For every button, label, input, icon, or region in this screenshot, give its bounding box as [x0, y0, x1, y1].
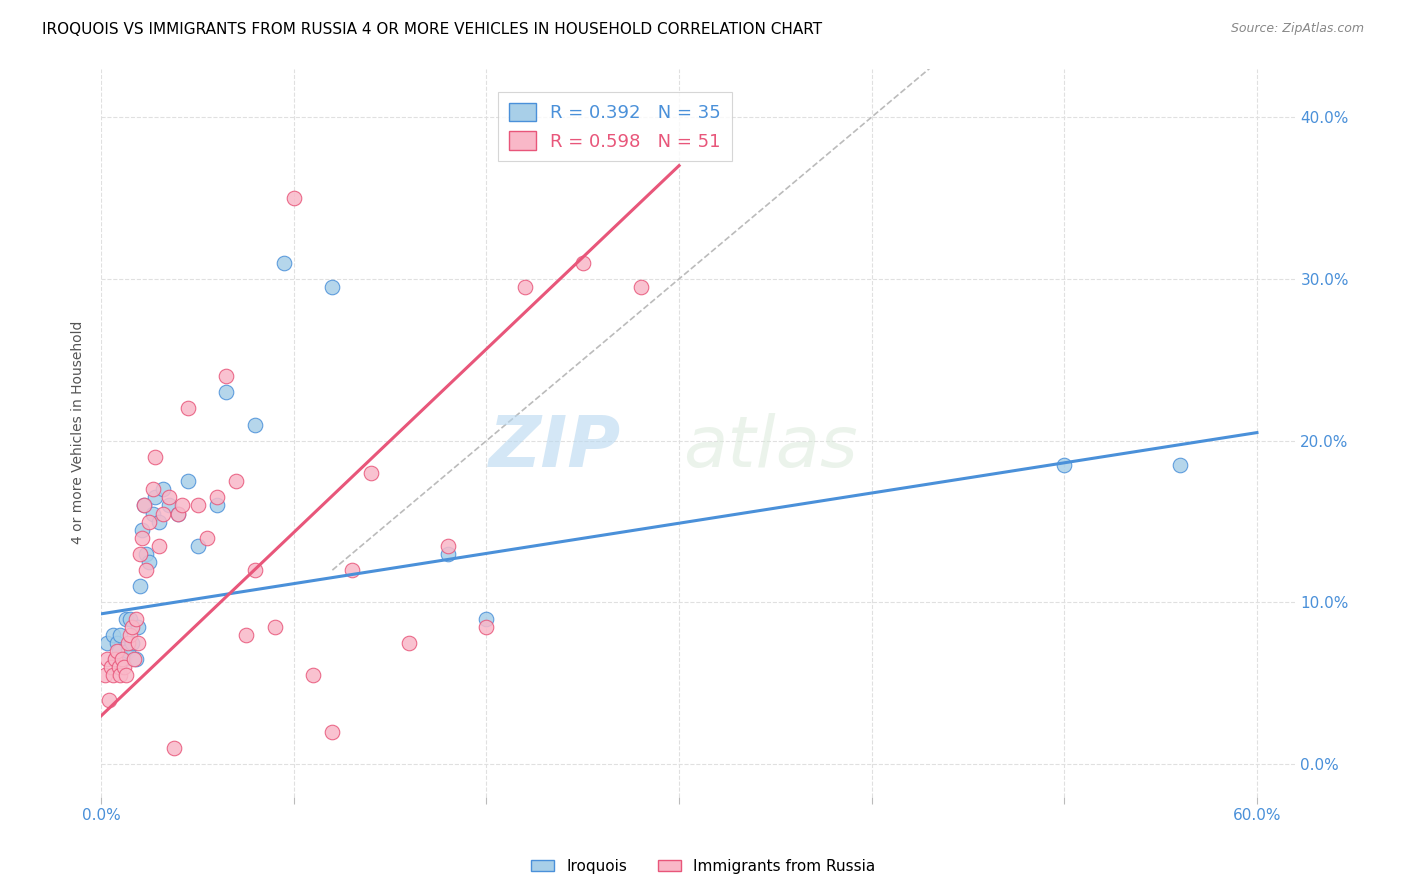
Point	[152, 507, 174, 521]
Point	[321, 725, 343, 739]
Point	[340, 563, 363, 577]
Point	[263, 620, 285, 634]
Point	[215, 385, 238, 400]
Point	[132, 499, 155, 513]
Point	[142, 482, 165, 496]
Point	[172, 499, 194, 513]
Point	[398, 636, 420, 650]
Point	[138, 555, 160, 569]
Point	[630, 280, 652, 294]
Point	[163, 741, 186, 756]
Point	[131, 531, 153, 545]
Point	[128, 547, 150, 561]
Point	[112, 660, 135, 674]
Point	[122, 652, 145, 666]
Point	[117, 636, 139, 650]
Point	[97, 692, 120, 706]
Point	[195, 531, 218, 545]
Text: IROQUOIS VS IMMIGRANTS FROM RUSSIA 4 OR MORE VEHICLES IN HOUSEHOLD CORRELATION C: IROQUOIS VS IMMIGRANTS FROM RUSSIA 4 OR …	[42, 22, 823, 37]
Point	[105, 644, 128, 658]
Point	[127, 636, 149, 650]
Y-axis label: 4 or more Vehicles in Household: 4 or more Vehicles in Household	[72, 321, 86, 544]
Point	[148, 539, 170, 553]
Point	[245, 563, 267, 577]
Point	[186, 499, 208, 513]
Point	[94, 668, 117, 682]
Point	[360, 466, 382, 480]
Point	[112, 652, 135, 666]
Point	[105, 636, 128, 650]
Point	[100, 660, 122, 674]
Point	[101, 628, 124, 642]
Point	[167, 507, 190, 521]
Point	[143, 450, 166, 464]
Point	[205, 499, 228, 513]
Point	[148, 515, 170, 529]
Text: Source: ZipAtlas.com: Source: ZipAtlas.com	[1230, 22, 1364, 36]
Point	[1168, 458, 1191, 472]
Point	[177, 474, 200, 488]
Point	[302, 668, 325, 682]
Point	[321, 280, 343, 294]
Text: ZIP: ZIP	[488, 413, 620, 482]
Point	[143, 491, 166, 505]
Point	[127, 620, 149, 634]
Point	[104, 652, 127, 666]
Point	[131, 523, 153, 537]
Point	[110, 668, 132, 682]
Point	[125, 652, 148, 666]
Point	[1053, 458, 1076, 472]
Legend: R = 0.392   N = 35, R = 0.598   N = 51: R = 0.392 N = 35, R = 0.598 N = 51	[498, 92, 731, 161]
Point	[437, 539, 460, 553]
Point	[121, 620, 143, 634]
Point	[235, 628, 257, 642]
Point	[115, 612, 138, 626]
Point	[104, 652, 127, 666]
Point	[101, 668, 124, 682]
Point	[128, 579, 150, 593]
Point	[437, 547, 460, 561]
Point	[107, 660, 129, 674]
Point	[121, 636, 143, 650]
Point	[167, 507, 190, 521]
Point	[152, 482, 174, 496]
Point	[205, 491, 228, 505]
Legend: Iroquois, Immigrants from Russia: Iroquois, Immigrants from Russia	[524, 853, 882, 880]
Point	[134, 547, 156, 561]
Point	[125, 612, 148, 626]
Point	[120, 628, 142, 642]
Point	[225, 474, 247, 488]
Point	[215, 368, 238, 383]
Point	[111, 652, 134, 666]
Point	[132, 499, 155, 513]
Point	[96, 636, 118, 650]
Text: atlas: atlas	[683, 413, 858, 482]
Point	[273, 256, 295, 270]
Point	[475, 612, 498, 626]
Point	[107, 644, 129, 658]
Point	[186, 539, 208, 553]
Point	[283, 191, 305, 205]
Point	[157, 499, 180, 513]
Point	[513, 280, 536, 294]
Point	[120, 612, 142, 626]
Point	[571, 256, 593, 270]
Point	[177, 401, 200, 416]
Point	[475, 620, 498, 634]
Point	[142, 507, 165, 521]
Point	[138, 515, 160, 529]
Point	[115, 668, 138, 682]
Point	[245, 417, 267, 432]
Point	[110, 628, 132, 642]
Point	[157, 491, 180, 505]
Point	[96, 652, 118, 666]
Point	[117, 644, 139, 658]
Point	[134, 563, 156, 577]
